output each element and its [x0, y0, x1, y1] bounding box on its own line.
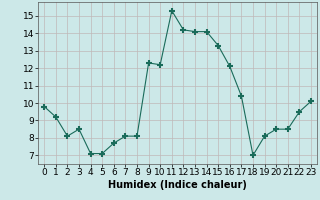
X-axis label: Humidex (Indice chaleur): Humidex (Indice chaleur) [108, 180, 247, 190]
